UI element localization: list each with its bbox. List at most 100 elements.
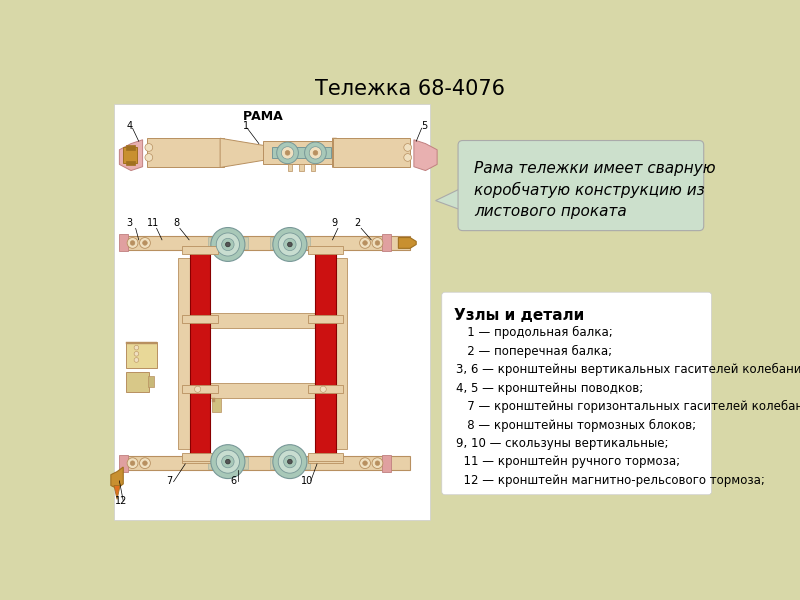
Polygon shape [333, 138, 344, 167]
Text: 4: 4 [126, 121, 133, 131]
Bar [123, 236, 410, 250]
Text: Рама тележки имеет сварную
коробчатую конструкцию из
листового проката: Рама тележки имеет сварную коробчатую ко… [474, 161, 716, 219]
Circle shape [360, 458, 370, 469]
Bar [382, 235, 391, 251]
Circle shape [278, 450, 302, 473]
Bar [114, 104, 430, 520]
Circle shape [127, 458, 138, 469]
Text: 8: 8 [173, 218, 179, 228]
Text: 2 — поперечная балка;: 2 — поперечная балка; [456, 344, 612, 358]
Bar [299, 164, 304, 172]
Bar [308, 316, 343, 323]
Bar [308, 385, 343, 393]
Circle shape [134, 352, 138, 356]
Polygon shape [114, 485, 120, 499]
Circle shape [130, 461, 135, 466]
Circle shape [278, 233, 302, 256]
Bar [262, 141, 340, 164]
Bar [148, 376, 154, 387]
Text: 8 — кронштейны тормозных блоков;: 8 — кронштейны тормозных блоков; [456, 419, 696, 431]
Bar [182, 316, 218, 323]
Circle shape [372, 458, 383, 469]
Circle shape [142, 241, 147, 245]
Circle shape [127, 238, 138, 248]
Bar [126, 145, 135, 150]
Bar [382, 455, 391, 472]
Bar [333, 138, 410, 167]
Text: 10: 10 [301, 476, 313, 486]
Circle shape [142, 461, 147, 466]
Circle shape [284, 238, 296, 251]
Bar [182, 246, 218, 254]
Bar [336, 257, 347, 449]
Text: 1 — продольная балка;: 1 — продольная балка; [456, 326, 613, 339]
Text: 5: 5 [421, 121, 427, 131]
Circle shape [284, 455, 296, 468]
Bar [270, 457, 310, 469]
Bar [123, 236, 410, 250]
Circle shape [287, 460, 292, 464]
Bar [146, 138, 224, 167]
Bar [182, 453, 218, 461]
Circle shape [216, 450, 239, 473]
Circle shape [362, 241, 367, 245]
Text: РАМА: РАМА [242, 110, 283, 123]
Circle shape [226, 460, 230, 464]
Circle shape [222, 455, 234, 468]
Bar [208, 237, 248, 249]
Bar [270, 237, 310, 249]
Circle shape [404, 143, 411, 151]
Bar [287, 164, 292, 172]
Circle shape [194, 386, 201, 392]
Circle shape [287, 242, 292, 247]
Circle shape [211, 227, 245, 262]
Polygon shape [119, 140, 142, 170]
Polygon shape [111, 467, 123, 488]
Text: 3: 3 [126, 218, 133, 228]
Bar [310, 164, 315, 172]
Text: 12: 12 [114, 496, 127, 506]
Circle shape [130, 241, 135, 245]
Bar [308, 455, 343, 463]
Bar [182, 455, 218, 463]
Bar [118, 235, 128, 251]
Circle shape [273, 227, 307, 262]
Circle shape [360, 238, 370, 248]
Bar [178, 257, 190, 449]
Polygon shape [435, 187, 462, 211]
Circle shape [145, 154, 153, 161]
Circle shape [320, 386, 326, 392]
Text: 9: 9 [331, 218, 337, 228]
Bar [272, 148, 331, 158]
Text: 3, 6 — кронштейны вертикальных гасителей колебаний;: 3, 6 — кронштейны вертикальных гасителей… [456, 363, 800, 376]
Circle shape [362, 461, 367, 466]
Circle shape [375, 461, 380, 466]
Text: Узлы и детали: Узлы и детали [454, 308, 585, 323]
Bar [118, 455, 128, 472]
Bar [123, 148, 138, 163]
Text: 6: 6 [230, 476, 236, 486]
Circle shape [277, 142, 298, 164]
Bar [211, 398, 221, 412]
Text: 11 — кронштейн ручного тормоза;: 11 — кронштейн ручного тормоза; [456, 455, 680, 469]
Circle shape [222, 238, 234, 251]
Bar [315, 248, 336, 458]
Circle shape [226, 242, 230, 247]
FancyBboxPatch shape [442, 292, 711, 495]
Bar [308, 453, 343, 461]
Text: 7: 7 [166, 476, 173, 486]
Polygon shape [220, 138, 266, 167]
Bar [126, 161, 135, 165]
Text: 7 — кронштейны горизонтальных гасителей колебаний;: 7 — кронштейны горизонтальных гасителей … [456, 400, 800, 413]
Bar [190, 248, 210, 458]
Circle shape [139, 238, 150, 248]
Circle shape [145, 143, 153, 151]
Circle shape [139, 458, 150, 469]
Circle shape [375, 241, 380, 245]
Bar [126, 341, 157, 368]
Polygon shape [414, 140, 437, 170]
Polygon shape [398, 238, 416, 248]
Circle shape [313, 151, 318, 155]
Bar [123, 236, 410, 250]
Text: 4, 5 — кронштейны поводков;: 4, 5 — кронштейны поводков; [456, 382, 643, 395]
